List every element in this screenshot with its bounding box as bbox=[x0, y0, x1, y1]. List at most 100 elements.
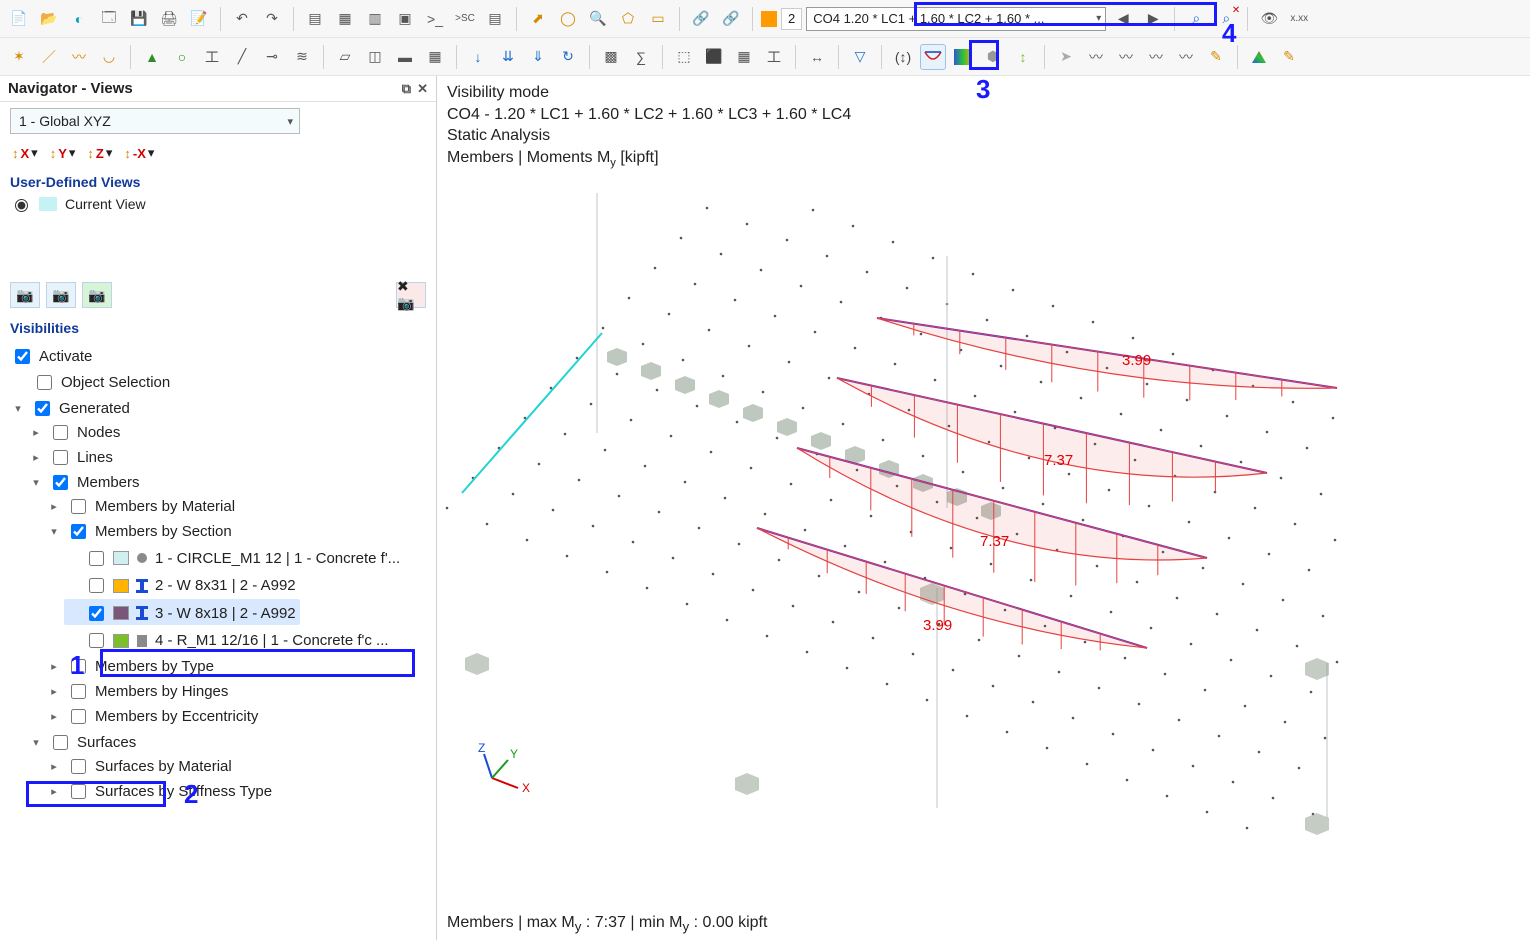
palette-icon[interactable] bbox=[1246, 44, 1272, 70]
next-case-icon[interactable]: ▶ bbox=[1140, 6, 1166, 32]
members-by-hinges-label[interactable]: Members by Hinges bbox=[95, 683, 228, 700]
result-t4-icon[interactable]: 〰 bbox=[1173, 44, 1199, 70]
section-item[interactable]: 4 - R_M1 12/16 | 1 - Concrete f'c ... bbox=[64, 626, 430, 654]
panel-1-icon[interactable]: ▤ bbox=[302, 6, 328, 32]
current-view-radio[interactable] bbox=[15, 199, 28, 212]
load-tool-icon[interactable]: ↓ bbox=[465, 44, 491, 70]
view-2-icon[interactable]: ⬛ bbox=[701, 44, 727, 70]
surfaces-label[interactable]: Surfaces bbox=[77, 734, 136, 751]
members-by-section-checkbox[interactable] bbox=[71, 524, 86, 539]
object-selection-label[interactable]: Object Selection bbox=[61, 374, 170, 391]
decimals-icon[interactable]: x.xx bbox=[1286, 6, 1312, 32]
nodes-checkbox[interactable] bbox=[53, 425, 68, 440]
view-4-icon[interactable]: 工 bbox=[761, 44, 787, 70]
axis-y-button[interactable]: ↕Y▾ bbox=[48, 144, 78, 162]
select-poly-icon[interactable]: ⬠ bbox=[615, 6, 641, 32]
area-load-icon[interactable]: ⇊ bbox=[495, 44, 521, 70]
new-doc-icon[interactable]: 📝 bbox=[186, 6, 212, 32]
select-arrow-icon[interactable]: ⬈ bbox=[525, 6, 551, 32]
link-icon[interactable]: 🔗 bbox=[688, 6, 714, 32]
members-by-ecc-label[interactable]: Members by Eccentricity bbox=[95, 708, 258, 725]
section-item-checkbox[interactable] bbox=[89, 551, 104, 566]
sc-icon[interactable]: >SC bbox=[452, 6, 478, 32]
surface-tool-icon[interactable]: ▱ bbox=[332, 44, 358, 70]
surfaces-by-stiffness-checkbox[interactable] bbox=[71, 784, 86, 799]
generated-label[interactable]: Generated bbox=[59, 400, 130, 417]
filter-2-icon[interactable]: ▽ bbox=[847, 44, 873, 70]
members-by-type-label[interactable]: Members by Type bbox=[95, 658, 214, 675]
select-search-icon[interactable]: 🔍 bbox=[585, 6, 611, 32]
camera-new-icon[interactable]: 📷 bbox=[10, 282, 40, 308]
new-file-icon[interactable]: 📄 bbox=[6, 6, 32, 32]
redo-icon[interactable]: ↷ bbox=[259, 6, 285, 32]
mesh-tool-icon[interactable]: ▩ bbox=[598, 44, 624, 70]
section-item-checkbox[interactable] bbox=[89, 633, 104, 648]
result-scale-icon[interactable]: ↕ bbox=[1010, 44, 1036, 70]
load-case-combo[interactable]: CO4 1.20 * LC1 + 1.60 * LC2 + 1.60 * ... bbox=[806, 7, 1106, 31]
view-1-icon[interactable]: ⬚ bbox=[671, 44, 697, 70]
dock-icon[interactable]: ⧉ bbox=[402, 81, 411, 97]
spring-tool-icon[interactable]: ≋ bbox=[289, 44, 315, 70]
object-selection-checkbox[interactable] bbox=[37, 375, 52, 390]
generated-checkbox[interactable] bbox=[35, 401, 50, 416]
select-circle-icon[interactable]: ◯ bbox=[555, 6, 581, 32]
panel-2-icon[interactable]: ▦ bbox=[332, 6, 358, 32]
members-by-section-label[interactable]: Members by Section bbox=[95, 523, 232, 540]
axis-x-button[interactable]: ↕X▾ bbox=[10, 144, 40, 162]
print-icon[interactable]: 🖨 bbox=[156, 6, 182, 32]
undo-icon[interactable]: ↶ bbox=[229, 6, 255, 32]
grid-tool-icon[interactable]: ▦ bbox=[422, 44, 448, 70]
save-icon[interactable]: 💾 bbox=[126, 6, 152, 32]
result-t2-icon[interactable]: 〰 bbox=[1113, 44, 1139, 70]
nodes-label[interactable]: Nodes bbox=[77, 424, 120, 441]
line-load-icon[interactable]: ⇓ bbox=[525, 44, 551, 70]
panel-4-icon[interactable]: ▣ bbox=[392, 6, 418, 32]
member-tool-icon[interactable]: ╱ bbox=[229, 44, 255, 70]
link-2-icon[interactable]: 🔗 bbox=[718, 6, 744, 32]
result-moment-icon[interactable] bbox=[920, 44, 946, 70]
filter-off-icon[interactable]: ⌕✕ bbox=[1213, 6, 1239, 32]
members-checkbox[interactable] bbox=[53, 475, 68, 490]
view-select-combo[interactable]: 1 - Global XYZ bbox=[10, 108, 300, 134]
section-item-checkbox[interactable] bbox=[89, 578, 104, 593]
eye-icon[interactable]: 👁 bbox=[1256, 6, 1282, 32]
solid-tool-icon[interactable]: ▬ bbox=[392, 44, 418, 70]
lines-checkbox[interactable] bbox=[53, 450, 68, 465]
pencil-tool-icon[interactable]: ✎ bbox=[1276, 44, 1302, 70]
section-tool-icon[interactable]: 工 bbox=[199, 44, 225, 70]
section-item[interactable]: 2 - W 8x31 | 2 - A992 bbox=[64, 571, 430, 599]
surfaces-checkbox[interactable] bbox=[53, 735, 68, 750]
surfaces-by-stiffness-label[interactable]: Surfaces by Stiffness Type bbox=[95, 783, 272, 800]
polyline-tool-icon[interactable]: 〰 bbox=[66, 44, 92, 70]
arrow-tool-icon[interactable]: ➤ bbox=[1053, 44, 1079, 70]
opening-tool-icon[interactable]: ◫ bbox=[362, 44, 388, 70]
result-t5-icon[interactable]: ✎ bbox=[1203, 44, 1229, 70]
axis-xneg-button[interactable]: ↕-X▾ bbox=[122, 144, 156, 162]
list-icon[interactable]: ▤ bbox=[482, 6, 508, 32]
prev-case-icon[interactable]: ◀ bbox=[1110, 6, 1136, 32]
surfaces-by-material-checkbox[interactable] bbox=[71, 759, 86, 774]
camera-delete-icon[interactable]: ✖📷 bbox=[396, 282, 426, 308]
members-label[interactable]: Members bbox=[77, 474, 140, 491]
section-item-checkbox[interactable] bbox=[89, 606, 104, 621]
select-rect-icon[interactable]: ▭ bbox=[645, 6, 671, 32]
activate-checkbox[interactable] bbox=[15, 349, 30, 364]
panel-3-icon[interactable]: ▥ bbox=[362, 6, 388, 32]
members-by-type-checkbox[interactable] bbox=[71, 659, 86, 674]
section-item[interactable]: 3 - W 8x18 | 2 - A992 bbox=[64, 598, 430, 626]
release-tool-icon[interactable]: ⊸ bbox=[259, 44, 285, 70]
members-by-ecc-checkbox[interactable] bbox=[71, 709, 86, 724]
section-item[interactable]: 1 - CIRCLE_M1 12 | 1 - Concrete f'... bbox=[64, 543, 430, 571]
result-t1-icon[interactable]: 〰 bbox=[1083, 44, 1109, 70]
calc-tool-icon[interactable]: ∑ bbox=[628, 44, 654, 70]
node-tool-icon[interactable]: ✶ bbox=[6, 44, 32, 70]
console-icon[interactable]: >_ bbox=[422, 6, 448, 32]
moment-load-icon[interactable]: ↻ bbox=[555, 44, 581, 70]
members-by-material-checkbox[interactable] bbox=[71, 499, 86, 514]
camera-save-icon[interactable]: 📷 bbox=[46, 282, 76, 308]
close-panel-icon[interactable]: ✕ bbox=[417, 81, 428, 97]
open-folder-icon[interactable]: 📂 bbox=[36, 6, 62, 32]
axis-z-button[interactable]: ↕Z▾ bbox=[85, 144, 114, 162]
hinge-tool-icon[interactable]: ○ bbox=[169, 44, 195, 70]
result-3d-icon[interactable]: ⬢ bbox=[980, 44, 1006, 70]
